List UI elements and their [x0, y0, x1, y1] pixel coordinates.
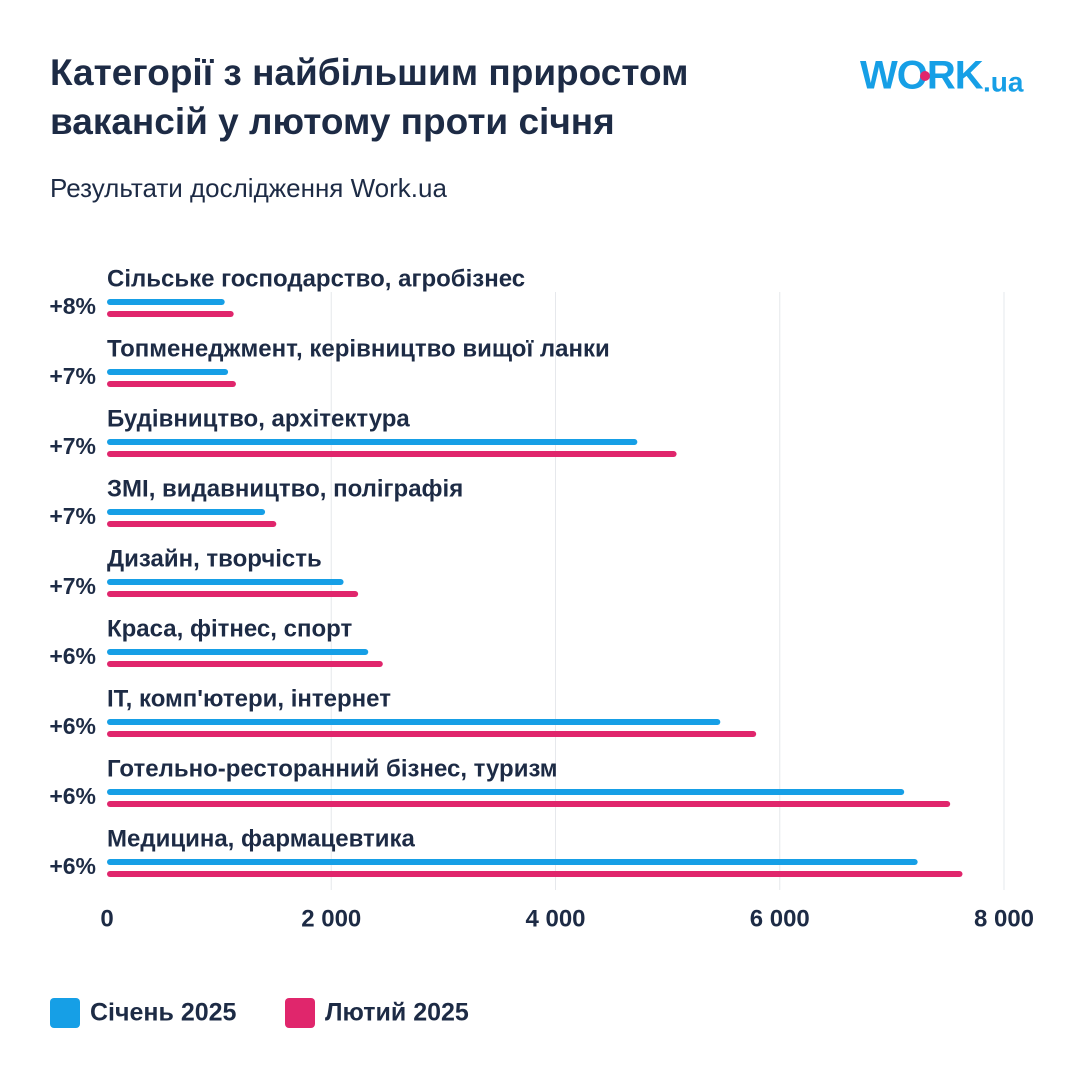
legend-label: Лютий 2025 — [325, 999, 469, 1027]
bar — [107, 381, 236, 387]
bar — [107, 579, 344, 585]
category-label: Краса, фітнес, спорт — [107, 615, 352, 642]
x-tick-label: 8 000 — [974, 905, 1034, 932]
growth-label: +6% — [49, 783, 96, 809]
bar — [107, 871, 963, 877]
chart-title: вакансій у лютому проти січня — [50, 101, 615, 142]
category-label: Медицина, фармацевтика — [107, 825, 416, 852]
logo-suffix: .ua — [983, 66, 1024, 97]
category-label: ЗМІ, видавництво, поліграфія — [107, 475, 463, 502]
bar — [107, 731, 757, 737]
growth-label: +8% — [49, 293, 96, 319]
bar — [107, 369, 229, 375]
chart-subtitle: Результати дослідження Work.ua — [50, 173, 447, 203]
legend-label: Січень 2025 — [90, 999, 237, 1027]
logo-dot — [920, 71, 930, 81]
bar — [107, 801, 951, 807]
growth-label: +7% — [49, 433, 96, 459]
category-label: Топменеджмент, керівництво вищої ланки — [107, 335, 610, 362]
growth-label: +6% — [49, 853, 96, 879]
category-label: Сільське господарство, агробізнес — [107, 265, 525, 292]
x-tick-label: 0 — [100, 905, 113, 932]
growth-label: +7% — [49, 573, 96, 599]
bar — [107, 311, 234, 317]
growth-label: +6% — [49, 713, 96, 739]
bar — [107, 439, 638, 445]
bar — [107, 859, 918, 865]
chart-title: Категорії з найбільшим приростом — [50, 52, 688, 93]
category-label: Дизайн, творчість — [107, 545, 322, 572]
logo: WORK .ua — [860, 54, 1024, 98]
bar — [107, 451, 677, 457]
x-tick-label: 4 000 — [525, 905, 585, 932]
bar — [107, 649, 369, 655]
bar — [107, 521, 277, 527]
bar — [107, 299, 225, 305]
legend-swatch — [285, 998, 315, 1028]
category-label: IT, комп'ютери, інтернет — [107, 685, 391, 712]
growth-label: +7% — [49, 503, 96, 529]
legend-swatch — [50, 998, 80, 1028]
growth-label: +7% — [49, 363, 96, 389]
bar — [107, 789, 905, 795]
category-label: Готельно-ресторанний бізнес, туризм — [107, 755, 558, 782]
x-tick-label: 2 000 — [301, 905, 361, 932]
growth-label: +6% — [49, 643, 96, 669]
bar — [107, 661, 383, 667]
bar — [107, 509, 266, 515]
bar — [107, 719, 721, 725]
bar — [107, 591, 359, 597]
category-label: Будівництво, архітектура — [107, 405, 410, 432]
x-tick-label: 6 000 — [750, 905, 810, 932]
